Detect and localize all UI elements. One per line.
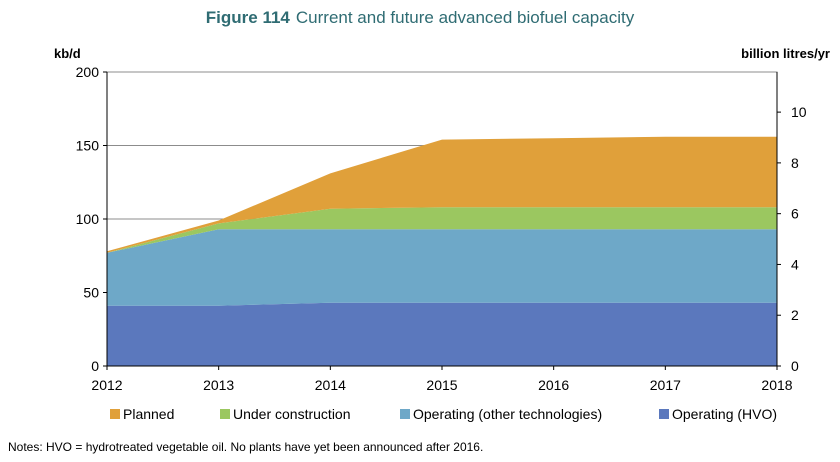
legend-label: Planned — [123, 406, 175, 422]
area-planned — [107, 136, 777, 253]
left-tick-label: 50 — [83, 285, 99, 301]
right-tick-label: 0 — [791, 358, 799, 374]
left-tick-label: 150 — [76, 138, 100, 154]
legend-swatch — [110, 409, 120, 419]
x-tick-label: 2013 — [203, 377, 234, 393]
legend-label: Operating (other technologies) — [413, 406, 603, 422]
chart-legend: Planned Under construction Operating (othe… — [0, 406, 840, 426]
x-tick-label: 2017 — [650, 377, 681, 393]
right-tick-label: 4 — [791, 256, 799, 272]
left-tick-label: 0 — [91, 358, 99, 374]
legend-swatch — [220, 409, 230, 419]
legend-label: Under construction — [233, 406, 351, 422]
x-tick-label: 2015 — [426, 377, 457, 393]
area-chart: 0 50 100 150 200 0 2 4 6 8 10 2012 2013 2014 2015 2016 2… — [76, 64, 807, 393]
right-axis-unit: billion litres/yr — [741, 46, 830, 61]
figure-label: Figure 114 — [205, 8, 290, 27]
legend-label: Operating (HVO) — [672, 406, 778, 422]
right-tick-label: 10 — [791, 104, 807, 120]
area-under-construction — [107, 207, 777, 253]
figure-title: Current and future advanced biofuel capa… — [295, 8, 635, 27]
right-tick-label: 8 — [791, 155, 799, 171]
right-tick-label: 2 — [791, 307, 799, 323]
legend-item: Operating (other technologies) — [400, 406, 602, 422]
right-tick-label: 6 — [791, 206, 799, 222]
area-operating-other-technologies- — [107, 229, 777, 306]
x-tick-label: 2016 — [538, 377, 569, 393]
legend-item: Operating (HVO) — [659, 406, 777, 422]
left-tick-label: 200 — [76, 64, 100, 80]
left-axis-unit: kb/d — [54, 46, 81, 61]
chart-notes: Notes: HVO = hydrotreated vegetable oil.… — [8, 440, 484, 454]
legend-item: Under construction — [220, 406, 351, 422]
legend-item: Planned — [110, 406, 174, 422]
legend-swatch — [659, 409, 669, 419]
area-operating-hvo- — [107, 302, 777, 366]
chart-title: Figure 114 Current and future advanced bi… — [0, 8, 840, 28]
left-tick-label: 100 — [76, 211, 100, 227]
x-tick-label: 2018 — [761, 377, 792, 393]
x-tick-label: 2012 — [91, 377, 122, 393]
legend-swatch — [400, 409, 410, 419]
x-tick-label: 2014 — [315, 377, 346, 393]
